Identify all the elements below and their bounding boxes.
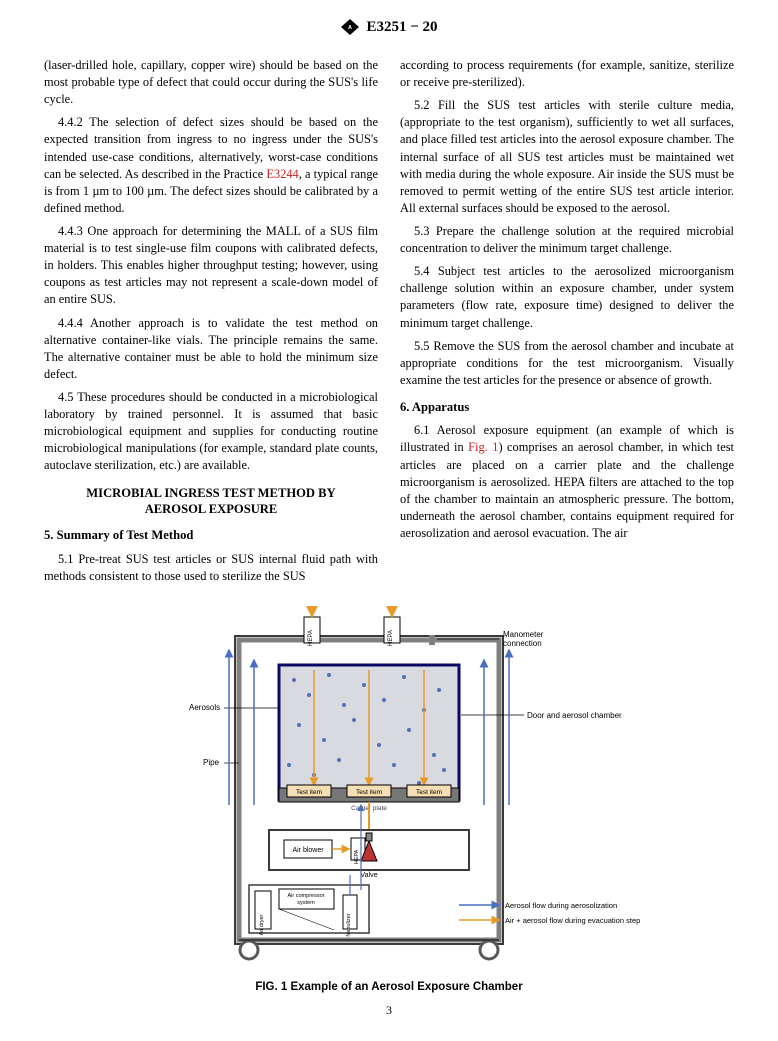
para-5-1: 5.1 Pre-treat SUS test articles or SUS i… xyxy=(44,551,378,585)
label-manometer: Manometerconnection xyxy=(503,630,544,648)
method-title: MICROBIAL INGRESS TEST METHOD BY AEROSOL… xyxy=(44,485,378,518)
two-column-text: (laser-drilled hole, capillary, copper w… xyxy=(44,57,734,591)
hepa-top-left-icon: HEPA xyxy=(304,617,320,646)
doc-id: E3251 − 20 xyxy=(366,19,437,36)
svg-text:HEPA: HEPA xyxy=(308,630,314,646)
label-valve: Valve xyxy=(361,872,378,879)
para-4-4-1-cont: (laser-drilled hole, capillary, copper w… xyxy=(44,57,378,108)
legend-aerosol-flow: Aerosol flow during aerosolization xyxy=(505,901,617,910)
svg-text:Test item: Test item xyxy=(416,789,442,796)
svg-text:HEPA: HEPA xyxy=(354,849,360,864)
astm-logo-icon: A xyxy=(340,18,360,36)
method-title-line2: AEROSOL EXPOSURE xyxy=(145,502,278,516)
svg-text:Test item: Test item xyxy=(296,789,322,796)
page-number: 3 xyxy=(44,1003,734,1018)
aerosol-chamber-diagram: HEPA HEPA Manometerconnection xyxy=(129,605,649,975)
figure-1: HEPA HEPA Manometerconnection xyxy=(44,605,734,993)
label-air-dryer: Air dryer xyxy=(259,914,265,935)
svg-text:Test item: Test item xyxy=(356,789,382,796)
label-door: Door and aerosol chamber xyxy=(527,711,622,720)
para-5-4: 5.4 Subject test articles to the aerosol… xyxy=(400,263,734,331)
section-5-heading: 5. Summary of Test Method xyxy=(44,527,378,544)
hepa-top-right-icon: HEPA xyxy=(384,617,400,646)
para-6-1: 6.1 Aerosol exposure equipment (an examp… xyxy=(400,422,734,542)
para-4-4-2: 4.4.2 The selection of defect sizes shou… xyxy=(44,114,378,217)
para-5-3: 5.3 Prepare the challenge solution at th… xyxy=(400,223,734,257)
document-header: A E3251 − 20 xyxy=(44,18,734,41)
para-5-2: 5.2 Fill the SUS test articles with ster… xyxy=(400,97,734,217)
section-6-heading: 6. Apparatus xyxy=(400,399,734,416)
para-4-4-3: 4.4.3 One approach for determining the M… xyxy=(44,223,378,309)
link-fig1[interactable]: Fig. 1 xyxy=(468,440,498,454)
para-5-1-cont: according to process requirements (for e… xyxy=(400,57,734,91)
label-pipe: Pipe xyxy=(203,758,220,767)
link-e3244[interactable]: E3244 xyxy=(266,167,298,181)
para-6-1-b: ) comprises an aerosol chamber, in which… xyxy=(400,440,734,540)
label-nebulizer: Nebulizer xyxy=(346,913,352,936)
page: A E3251 − 20 (laser-drilled hole, capill… xyxy=(0,0,778,1036)
label-aerosols: Aerosols xyxy=(189,703,220,712)
figure-1-caption: FIG. 1 Example of an Aerosol Exposure Ch… xyxy=(44,981,734,993)
para-5-5: 5.5 Remove the SUS from the aerosol cham… xyxy=(400,338,734,389)
label-air-blower: Air blower xyxy=(292,847,324,854)
para-4-5: 4.5 These procedures should be conducted… xyxy=(44,389,378,475)
method-title-line1: MICROBIAL INGRESS TEST METHOD BY xyxy=(86,486,335,500)
svg-text:A: A xyxy=(348,25,352,31)
left-column: (laser-drilled hole, capillary, copper w… xyxy=(44,57,378,591)
test-items-icon: Test item Test item Test item xyxy=(287,785,451,797)
para-4-4-4: 4.4.4 Another approach is to validate th… xyxy=(44,315,378,383)
right-column: according to process requirements (for e… xyxy=(400,57,734,591)
svg-text:HEPA: HEPA xyxy=(388,630,394,646)
legend-air-flow: Air + aerosol flow during evacuation ste… xyxy=(505,916,640,925)
